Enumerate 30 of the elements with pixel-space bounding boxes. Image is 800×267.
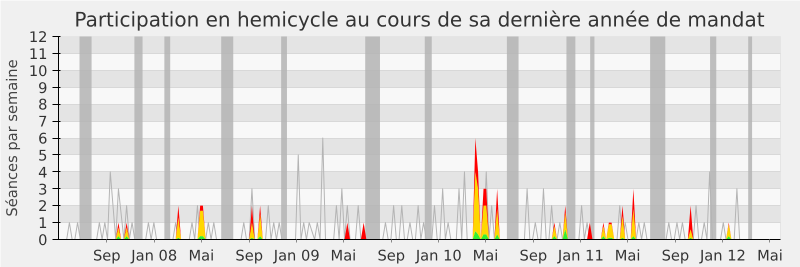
x-tick-label: Mai (614, 248, 640, 264)
y-tick-label: 10 (28, 62, 48, 80)
y-tick-label: 7 (38, 114, 48, 131)
chart-title: Participation en hemicycle au cours de sa dernière année de mandat (74, 8, 765, 32)
y-tick-label: 4 (38, 164, 48, 182)
y-tick-label: 0 (38, 232, 48, 249)
y-tick-label: 11 (28, 46, 48, 63)
y-tick-label: 2 (38, 198, 48, 216)
y-axis-title: Séances par semaine (4, 59, 21, 217)
y-tick-label: 1 (38, 215, 48, 232)
x-tick-label: Jan 12 (698, 248, 746, 264)
y-tick-label: 5 (38, 147, 48, 164)
x-tick-label: Mai (472, 248, 498, 264)
y-tick-label: 9 (38, 80, 48, 97)
x-tick-label: Sep (662, 248, 690, 264)
y-tick-label: 12 (28, 29, 48, 46)
x-tick-label: Sep (92, 248, 121, 264)
x-tick-label: Sep (235, 248, 264, 264)
x-tick-label: Jan 08 (130, 248, 178, 264)
x-tick-label: Jan 11 (556, 248, 604, 264)
x-tick-label: Mai (188, 248, 214, 264)
x-tick-label: Sep (377, 248, 406, 264)
x-tick-label: Jan 09 (272, 248, 320, 264)
y-tick-label: 8 (38, 96, 48, 114)
y-tick-label: 6 (38, 130, 48, 148)
x-tick-label: Sep (520, 248, 548, 264)
x-tick-label: Jan 10 (414, 248, 462, 264)
y-tick-label: 3 (38, 181, 48, 198)
x-tick-label: Mai (330, 248, 356, 264)
x-tick-label: Mai (757, 248, 783, 264)
